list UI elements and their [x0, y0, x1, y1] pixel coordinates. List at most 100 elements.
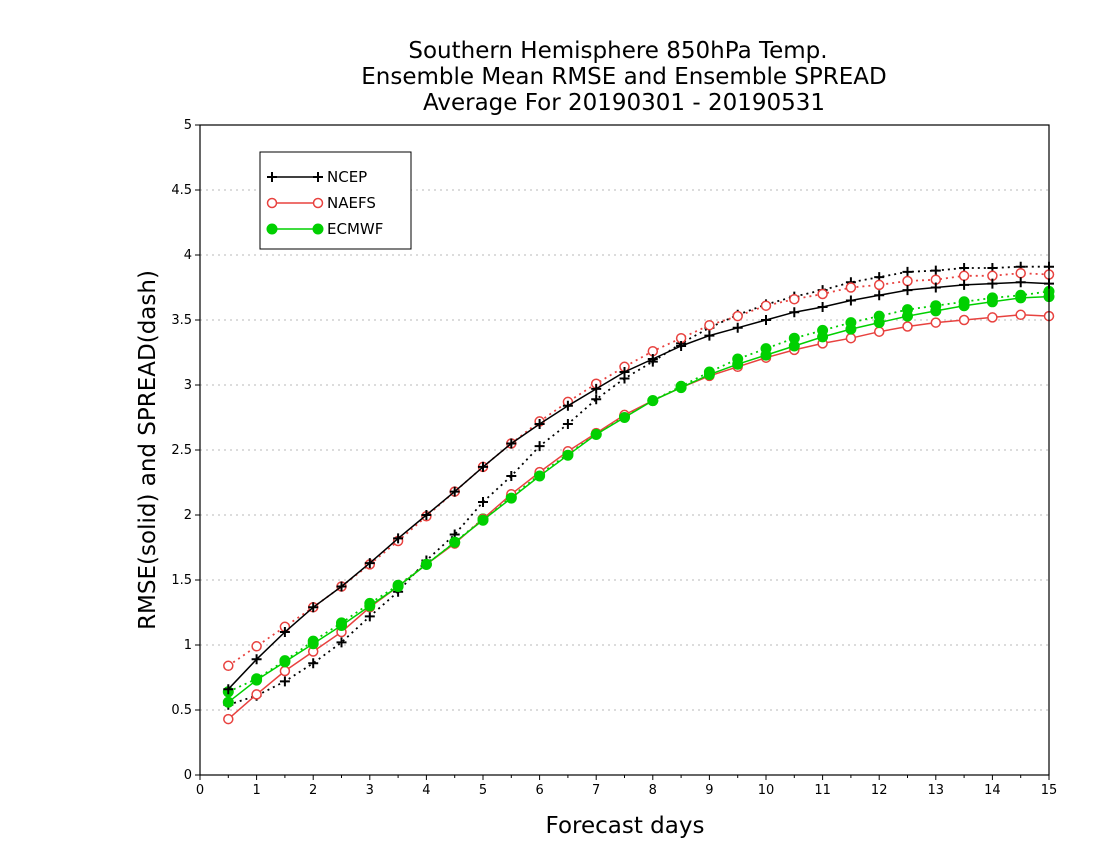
data-point — [393, 533, 404, 544]
x-tick-label: 7 — [592, 783, 600, 798]
data-point — [703, 369, 715, 381]
data-point — [251, 689, 262, 700]
series-line — [228, 265, 1049, 706]
x-tick-label: 9 — [705, 783, 713, 798]
data-point — [307, 638, 319, 650]
x-tick-label: 14 — [984, 783, 1001, 798]
data-point — [732, 310, 743, 322]
data-point — [958, 270, 970, 282]
data-point — [930, 317, 942, 328]
series-ncep-rmse — [223, 277, 1054, 695]
data-point — [817, 288, 828, 300]
data-point — [279, 676, 290, 687]
data-point — [336, 620, 347, 631]
data-point — [845, 323, 857, 335]
legend: NCEP NAEFS ECMWF — [259, 151, 412, 250]
data-point — [534, 419, 545, 429]
data-point — [987, 278, 998, 289]
data-point — [817, 331, 829, 343]
data-point — [562, 419, 573, 429]
data-point — [789, 307, 800, 318]
data-point — [421, 510, 432, 520]
data-point — [704, 330, 715, 341]
series-naefs-rmse — [223, 309, 1055, 725]
series-naefs-spread — [223, 267, 1055, 672]
legend-label: ECMWF — [327, 220, 383, 238]
data-point — [590, 428, 602, 440]
x-tick-label: 4 — [422, 783, 430, 798]
x-tick-label: 3 — [366, 783, 374, 798]
legend-marker — [313, 172, 323, 182]
data-point — [251, 641, 262, 652]
data-point — [534, 441, 545, 452]
data-point — [562, 449, 574, 461]
data-point — [364, 611, 375, 622]
x-tick-label: 8 — [649, 783, 657, 798]
data-point — [930, 305, 942, 317]
data-point — [902, 310, 913, 322]
data-point — [1015, 277, 1026, 288]
data-point — [676, 341, 687, 351]
data-point — [279, 656, 291, 668]
data-point — [478, 461, 488, 472]
data-point — [251, 674, 263, 686]
series-ncep-spread — [223, 261, 1054, 710]
data-point — [647, 395, 659, 407]
data-point — [930, 282, 941, 293]
data-point — [1015, 267, 1026, 279]
data-point — [873, 279, 885, 291]
series-line — [227, 295, 1050, 703]
data-point — [930, 265, 941, 276]
data-point — [534, 470, 546, 482]
y-tick-label: 0 — [184, 768, 192, 783]
data-point — [873, 317, 885, 329]
x-tick-label: 6 — [535, 783, 543, 798]
data-point — [364, 600, 376, 612]
chart-title-line-2: Ensemble Mean RMSE and Ensemble SPREAD — [361, 64, 886, 90]
data-point — [308, 658, 319, 669]
x-tick-label: 12 — [871, 783, 888, 798]
y-tick-label: 1 — [184, 638, 192, 653]
data-point — [902, 285, 913, 296]
series-line — [227, 314, 1050, 720]
data-point — [222, 696, 234, 708]
data-point — [987, 312, 998, 323]
data-point — [505, 492, 517, 504]
y-tick-label: 5 — [184, 118, 192, 133]
series-ecmwf-rmse — [222, 291, 1055, 708]
x-axis-label: Forecast days — [546, 813, 705, 839]
data-point — [902, 321, 913, 332]
data-point — [1015, 292, 1027, 304]
chart-title-line-3: Average For 20190301 - 20190531 — [423, 90, 825, 116]
data-point — [449, 536, 461, 548]
data-point — [760, 349, 772, 361]
y-tick-label: 2 — [184, 508, 192, 523]
legend-box — [259, 151, 412, 250]
legend-item-naefs: NAEFS — [266, 194, 376, 212]
legend-item-ecmwf: ECMWF — [266, 220, 383, 238]
legend-marker — [267, 172, 277, 182]
data-point — [788, 340, 800, 352]
legend-label: NCEP — [327, 168, 367, 186]
x-tick-label: 13 — [928, 783, 945, 798]
data-point — [308, 602, 319, 613]
data-point — [958, 300, 970, 312]
data-point — [760, 300, 772, 311]
x-tick-label: 10 — [758, 783, 775, 798]
data-point — [958, 314, 970, 326]
legend-marker — [266, 223, 278, 235]
y-tick-label: 3.5 — [171, 313, 192, 328]
data-point — [619, 367, 630, 377]
x-tick-label: 2 — [309, 783, 317, 798]
data-point — [506, 438, 517, 449]
data-point — [817, 302, 828, 312]
y-tick-label: 1.5 — [171, 573, 192, 588]
series-ecmwf-spread — [222, 285, 1055, 698]
data-point — [364, 558, 375, 569]
data-point — [336, 581, 347, 592]
x-tick-label: 11 — [814, 783, 831, 798]
data-point — [223, 684, 234, 695]
data-point — [732, 358, 744, 370]
data-point — [562, 400, 573, 411]
data-point — [449, 486, 460, 497]
